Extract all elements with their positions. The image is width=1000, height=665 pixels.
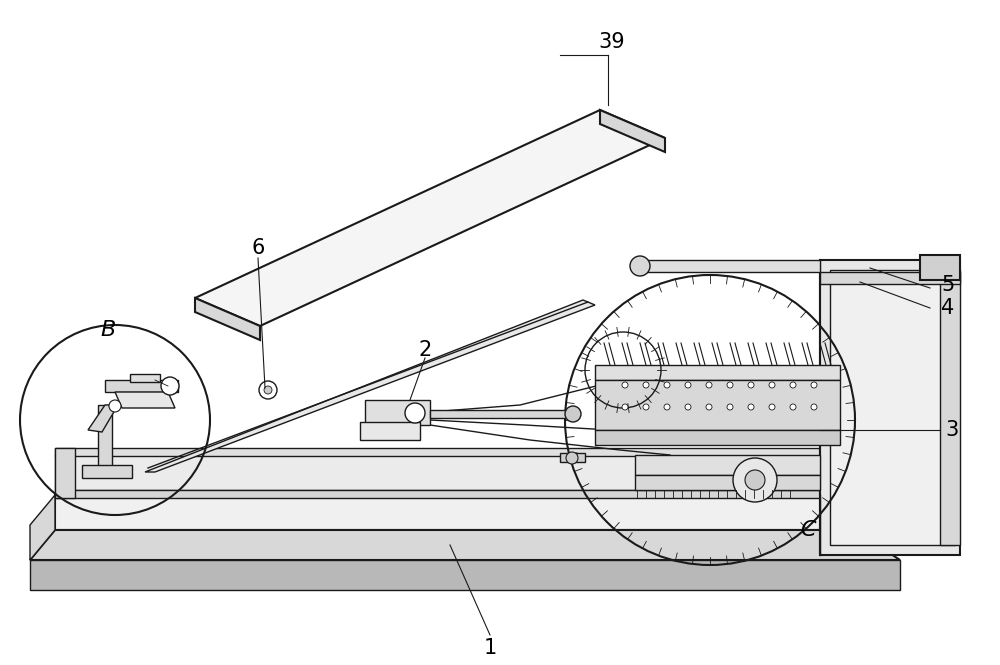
Polygon shape [595, 380, 840, 430]
Circle shape [264, 386, 272, 394]
Polygon shape [195, 110, 665, 326]
Polygon shape [115, 392, 175, 408]
Polygon shape [430, 410, 570, 418]
Circle shape [811, 382, 817, 388]
Polygon shape [640, 260, 820, 272]
Circle shape [643, 382, 649, 388]
Circle shape [664, 404, 670, 410]
Text: 2: 2 [418, 340, 432, 360]
Circle shape [565, 406, 581, 422]
Text: 4: 4 [941, 298, 955, 318]
Polygon shape [30, 560, 900, 590]
Circle shape [733, 458, 777, 502]
Polygon shape [820, 272, 960, 284]
Circle shape [109, 400, 121, 412]
Polygon shape [82, 465, 132, 478]
Circle shape [727, 382, 733, 388]
Circle shape [706, 382, 712, 388]
Circle shape [622, 404, 628, 410]
Text: 3: 3 [945, 420, 959, 440]
Polygon shape [920, 255, 960, 280]
Polygon shape [820, 260, 960, 555]
Text: 39: 39 [599, 32, 625, 52]
Text: 1: 1 [483, 638, 497, 658]
Circle shape [685, 382, 691, 388]
Circle shape [727, 404, 733, 410]
Circle shape [748, 404, 754, 410]
Circle shape [745, 470, 765, 490]
Circle shape [748, 382, 754, 388]
Polygon shape [55, 448, 840, 456]
Polygon shape [30, 495, 55, 560]
Circle shape [161, 377, 179, 395]
Polygon shape [635, 455, 820, 475]
Polygon shape [55, 448, 75, 498]
Circle shape [811, 404, 817, 410]
Polygon shape [145, 300, 595, 472]
Circle shape [769, 404, 775, 410]
Polygon shape [55, 455, 840, 490]
Polygon shape [635, 475, 820, 490]
Polygon shape [830, 270, 955, 545]
Polygon shape [940, 270, 960, 545]
Polygon shape [130, 374, 160, 382]
Text: B: B [100, 320, 116, 340]
Text: 5: 5 [941, 275, 955, 295]
Circle shape [706, 404, 712, 410]
Circle shape [566, 452, 578, 464]
Text: 6: 6 [251, 238, 265, 258]
Polygon shape [30, 530, 900, 560]
Polygon shape [360, 422, 420, 440]
Circle shape [790, 404, 796, 410]
Polygon shape [365, 400, 430, 425]
Polygon shape [560, 453, 585, 462]
Polygon shape [88, 405, 118, 432]
Circle shape [259, 381, 277, 399]
Polygon shape [55, 490, 840, 498]
Polygon shape [55, 495, 855, 530]
Polygon shape [595, 365, 840, 380]
Polygon shape [195, 298, 260, 340]
Circle shape [790, 382, 796, 388]
Circle shape [630, 256, 650, 276]
Circle shape [664, 382, 670, 388]
Circle shape [622, 382, 628, 388]
Circle shape [769, 382, 775, 388]
Polygon shape [600, 110, 665, 152]
Polygon shape [595, 430, 840, 445]
Circle shape [643, 404, 649, 410]
Polygon shape [105, 380, 178, 392]
Text: C: C [800, 520, 816, 540]
Polygon shape [98, 405, 112, 468]
Circle shape [405, 403, 425, 423]
Circle shape [685, 404, 691, 410]
